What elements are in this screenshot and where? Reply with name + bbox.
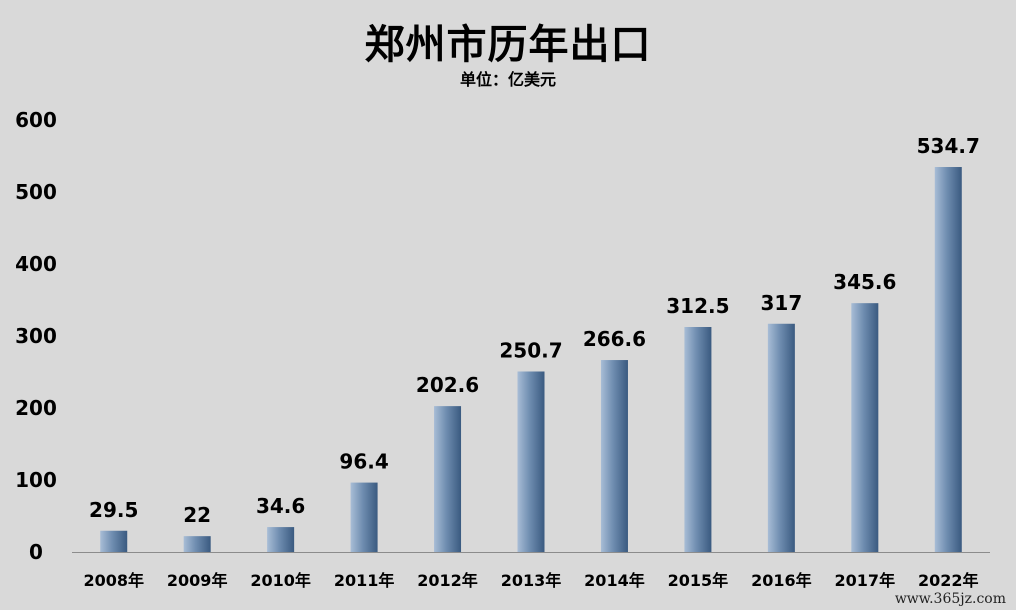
data-label: 345.6 [833,270,896,294]
y-tick-label: 0 [29,540,43,564]
x-tick-label: 2014年 [584,571,645,590]
data-label: 312.5 [666,294,729,318]
x-tick-label: 2022年 [918,571,979,590]
data-label: 22 [183,503,211,527]
y-tick-label: 600 [15,108,57,132]
bar [350,482,378,552]
bar [767,323,795,552]
x-tick-label: 2010年 [250,571,311,590]
x-tick-label: 2011年 [334,571,395,590]
y-tick-label: 100 [15,468,57,492]
x-tick-label: 2017年 [835,571,896,590]
chart-title: 郑州市历年出口 [364,22,652,68]
data-label: 202.6 [416,373,479,397]
x-tick-label: 2015年 [668,571,729,590]
bars [100,167,962,553]
y-tick-label: 200 [15,396,57,420]
bar [684,327,712,552]
x-tick-label: 2008年 [83,571,144,590]
watermark: www.365jz.com [892,591,1008,607]
x-tick-label: 2009年 [167,571,228,590]
y-tick-label: 500 [15,180,57,204]
data-label: 250.7 [499,338,562,362]
x-tick-label: 2016年 [751,571,812,590]
data-label: 96.4 [339,450,388,474]
data-label: 29.5 [89,498,138,522]
x-tick-label: 2013年 [501,571,562,590]
value-labels: 29.5 22 34.6 96.4 202.6 250.7 266.6 312.5 317 345… [89,134,980,527]
y-axis: 0 100 200 300 400 500 600 [15,108,57,564]
bar [434,406,462,552]
data-label: 266.6 [583,327,646,351]
bar [851,303,879,552]
chart-subtitle: 单位：亿美元 [459,70,556,89]
x-tick-label: 2012年 [417,571,478,590]
data-label: 317 [760,291,802,315]
x-axis: 2008年 2009年 2010年 2011年 2012年 2013年 2014年 2015年… [72,552,990,590]
bar [100,530,128,552]
y-tick-label: 300 [15,324,57,348]
data-label: 34.6 [256,494,305,518]
bar [267,527,295,552]
bar [517,371,545,552]
bar [600,360,628,552]
data-label: 534.7 [917,134,980,158]
bar [183,536,211,552]
bar [934,167,962,553]
y-tick-label: 400 [15,252,57,276]
